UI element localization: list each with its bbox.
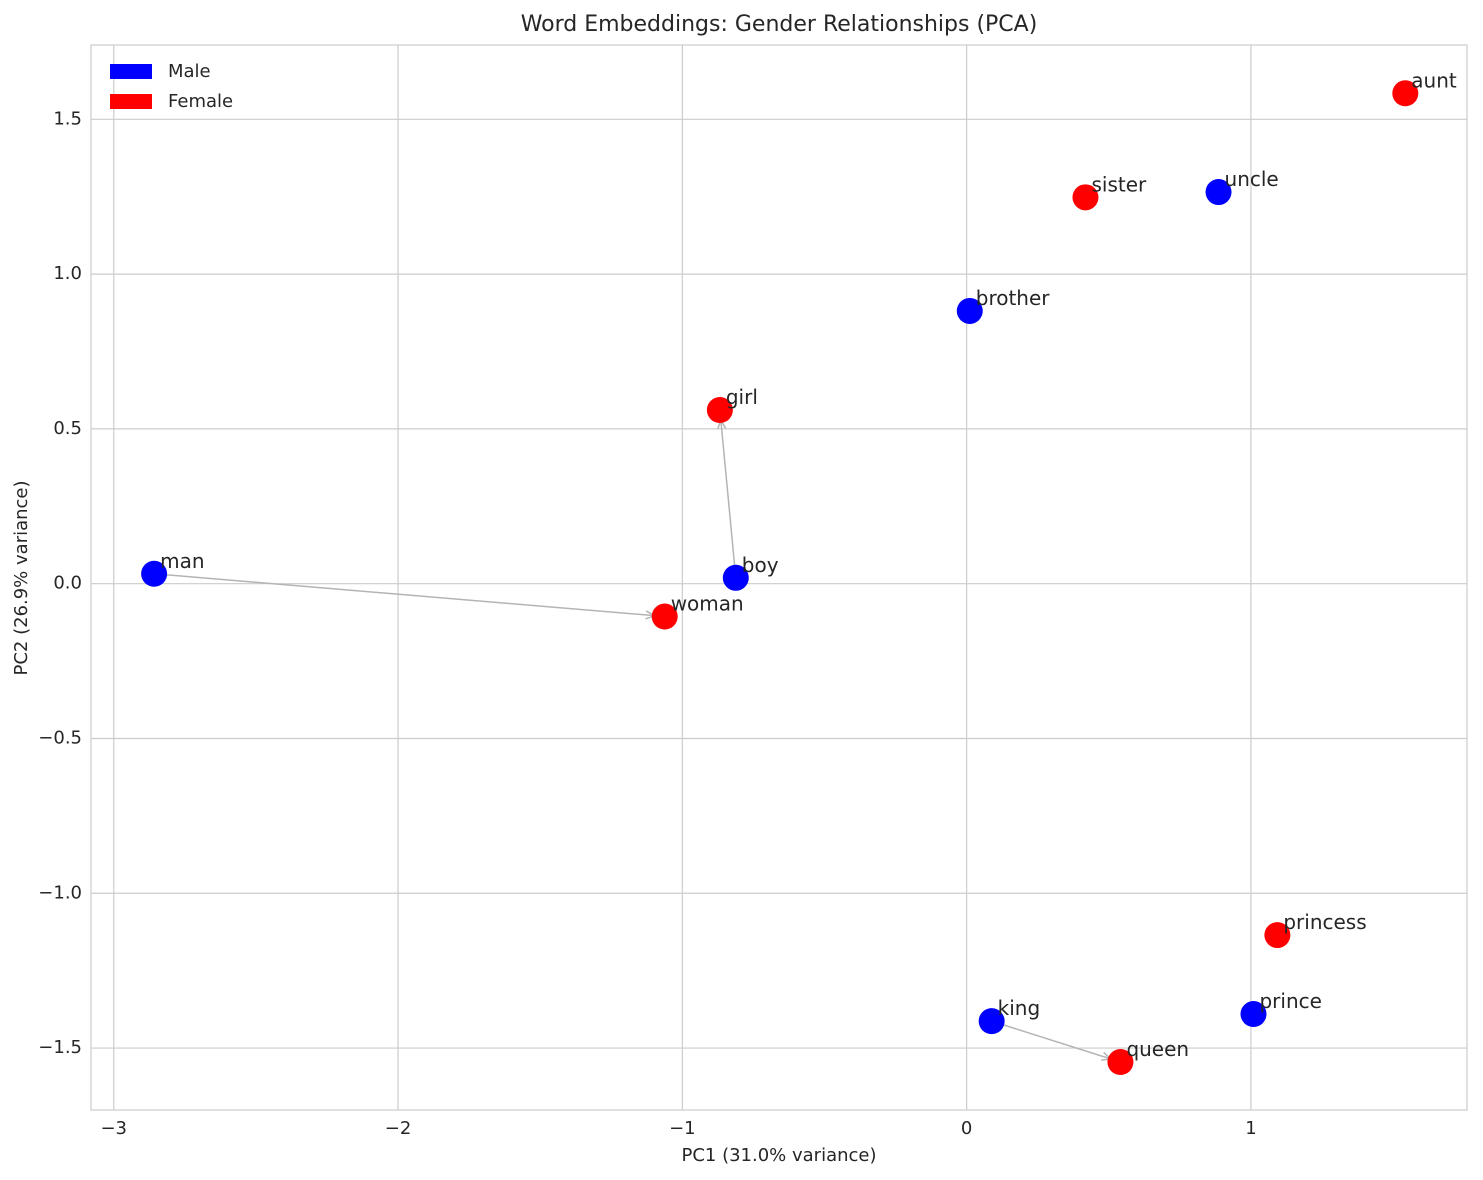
- analogy-arrow: [991, 1020, 1111, 1059]
- point: [1072, 184, 1099, 211]
- point-label: king: [998, 996, 1041, 1020]
- legend-label: Male: [168, 61, 211, 82]
- point: [1264, 922, 1291, 949]
- point-label: girl: [726, 385, 758, 409]
- point: [1107, 1049, 1134, 1076]
- y-tick-label: −1.5: [38, 1037, 82, 1058]
- point: [956, 297, 983, 324]
- x-tick-label: −3: [100, 1118, 127, 1139]
- point: [141, 560, 168, 587]
- legend: Male Female: [110, 61, 233, 112]
- point-label: boy: [742, 553, 779, 577]
- point-label: sister: [1091, 172, 1147, 196]
- point: [1240, 1001, 1267, 1028]
- x-axis-label: PC1 (31.0% variance): [681, 1145, 876, 1166]
- grid: [91, 45, 1467, 1110]
- point: [978, 1008, 1005, 1035]
- analogy-arrow: [721, 420, 737, 578]
- y-tick-label: 0.5: [53, 418, 82, 439]
- y-tick-label: 1.0: [53, 263, 82, 284]
- point-label: brother: [976, 286, 1051, 310]
- point-label: prince: [1259, 989, 1321, 1013]
- point: [651, 603, 678, 630]
- point-label: man: [160, 549, 204, 573]
- legend-swatch: [110, 94, 152, 109]
- point-label: aunt: [1411, 68, 1457, 92]
- point: [722, 564, 749, 591]
- plot-frame: [90, 44, 1468, 1111]
- point-label: princess: [1283, 910, 1366, 934]
- point: [1205, 179, 1232, 206]
- points: man boy king prince brother uncle woman girl que…: [141, 68, 1457, 1076]
- chart-title: Word Embeddings: Gender Relationships (P…: [521, 12, 1038, 37]
- legend-label: Female: [168, 91, 233, 112]
- y-tick-label: −1.0: [38, 882, 82, 903]
- point-label: uncle: [1225, 167, 1279, 191]
- point: [1392, 80, 1419, 107]
- y-tick-label: 1.5: [53, 108, 82, 129]
- point-label: woman: [671, 592, 744, 616]
- y-tick-label: −0.5: [38, 727, 82, 748]
- x-tick-label: −1: [669, 1118, 696, 1139]
- y-axis-label: PC2 (26.9% variance): [11, 480, 32, 675]
- x-tick-label: 0: [961, 1118, 972, 1139]
- analogy-arrow: [154, 573, 655, 616]
- x-tick-label: −2: [385, 1118, 412, 1139]
- legend-swatch: [110, 64, 152, 79]
- point: [706, 397, 733, 424]
- point-label: queen: [1126, 1037, 1189, 1061]
- y-tick-label: 0.0: [53, 573, 82, 594]
- x-tick-label: 1: [1245, 1118, 1256, 1139]
